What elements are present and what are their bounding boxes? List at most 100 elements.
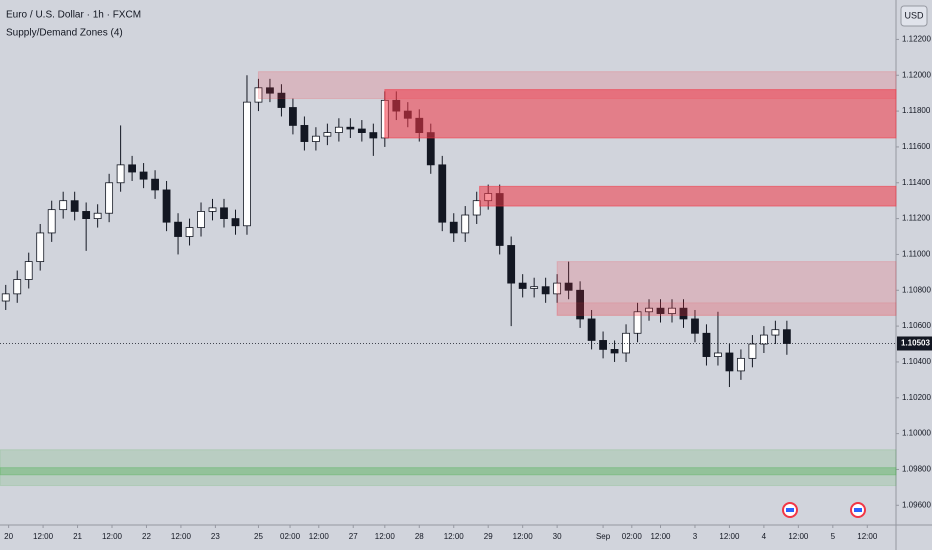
x-tick-label: 3 [693,532,698,541]
y-tick-label: 1.11600 [902,142,931,151]
candle-body [369,132,378,139]
event-icon[interactable] [782,502,798,518]
last-price-tag [897,336,932,351]
candle-body [472,200,481,216]
candle-body [174,221,182,237]
zone [0,467,897,476]
candle-body [645,307,653,313]
y-tick-label: 1.12000 [902,70,931,79]
x-tick-label: 12:00 [650,532,671,541]
event-icon[interactable] [850,502,866,518]
y-tick-label: 1.11800 [902,106,931,115]
x-tick-label: 28 [415,532,424,541]
candle-body [93,212,102,220]
x-tick-label: 12:00 [171,532,192,541]
candle-body [105,182,114,214]
x-tick-label: 12:00 [309,532,330,541]
candle-body [507,245,516,284]
x-tick-label: 02:00 [280,532,301,541]
y-tick-label: 1.11000 [902,250,931,259]
candle-body [311,135,320,142]
candle-body [323,132,332,137]
zone [479,185,897,207]
currency-label[interactable]: USD [904,10,924,20]
candle-body [679,307,688,320]
candle-body [162,189,171,223]
candle-body [759,334,768,345]
y-tick-label: 1.10400 [902,357,931,366]
indicator-name: Supply/Demand Zones (4) [6,28,123,39]
candle-body [185,227,194,237]
candle-body [748,343,757,359]
x-tick-label: 30 [553,532,562,541]
candle-body [128,164,137,173]
candle-body [47,209,56,234]
candle-body [36,232,45,263]
x-tick-label: 23 [211,532,220,541]
candle-body [771,329,780,336]
x-tick-label: 5 [831,532,836,541]
y-tick-label: 1.09800 [902,465,931,474]
candle-body [346,126,355,130]
x-tick-label: 29 [484,532,493,541]
y-tick-label: 1.11200 [902,214,931,223]
x-tick-label: 27 [349,532,358,541]
chart-title: Euro / U.S. Dollar · 1h · FXCM [6,10,141,21]
candle-body [576,289,585,320]
candle-body [254,87,263,103]
x-tick-label: 4 [762,532,767,541]
candle-body [610,349,619,354]
candle-body [220,207,228,220]
candle-body [151,178,159,191]
candle-body [782,329,791,344]
candle-body [599,340,607,350]
candle-body [714,352,722,357]
candle-body [231,218,240,227]
zone [384,89,897,139]
candle-body [289,107,297,126]
x-tick-label: Sep [596,532,611,541]
candle-body [266,87,274,94]
y-tick-label: 1.10000 [902,429,931,438]
x-tick-label: 12:00 [513,532,534,541]
zone [556,261,897,316]
x-tick-label: 12:00 [788,532,809,541]
candle-body [13,279,22,295]
candle-body [1,293,10,302]
candle-body [277,92,286,108]
x-tick-label: 02:00 [622,532,643,541]
candle-body [300,125,309,142]
x-tick-label: 21 [73,532,82,541]
zone [556,302,897,316]
candle-body [243,101,251,227]
y-tick-label: 1.10200 [902,393,931,402]
currency-button[interactable] [900,5,928,27]
candle-body [334,126,343,133]
x-tick-label: 12:00 [375,532,396,541]
candle-body [737,357,745,372]
x-tick-label: 20 [4,532,13,541]
x-tick-label: 25 [254,532,263,541]
candle-body [70,200,79,212]
candle-body [587,318,596,341]
y-tick-label: 1.10600 [902,321,931,330]
candle-body [24,261,33,280]
last-price-label: 1.10503 [901,339,930,348]
y-tick-label: 1.10800 [902,285,931,294]
x-tick-label: 22 [142,532,151,541]
x-tick-label: 12:00 [444,532,465,541]
y-tick-label: 1.09600 [902,500,931,509]
candle-body [691,318,699,334]
candle-body [668,307,676,314]
candle-body [59,200,68,211]
candle-body [82,211,91,220]
candle-body [438,164,447,223]
candle-body [139,171,148,180]
x-tick-label: 12:00 [33,532,54,541]
x-tick-label: 12:00 [102,532,123,541]
candle-body [656,307,665,314]
candle-body [541,286,550,295]
y-tick-label: 1.12200 [902,35,931,44]
zone [0,449,897,487]
